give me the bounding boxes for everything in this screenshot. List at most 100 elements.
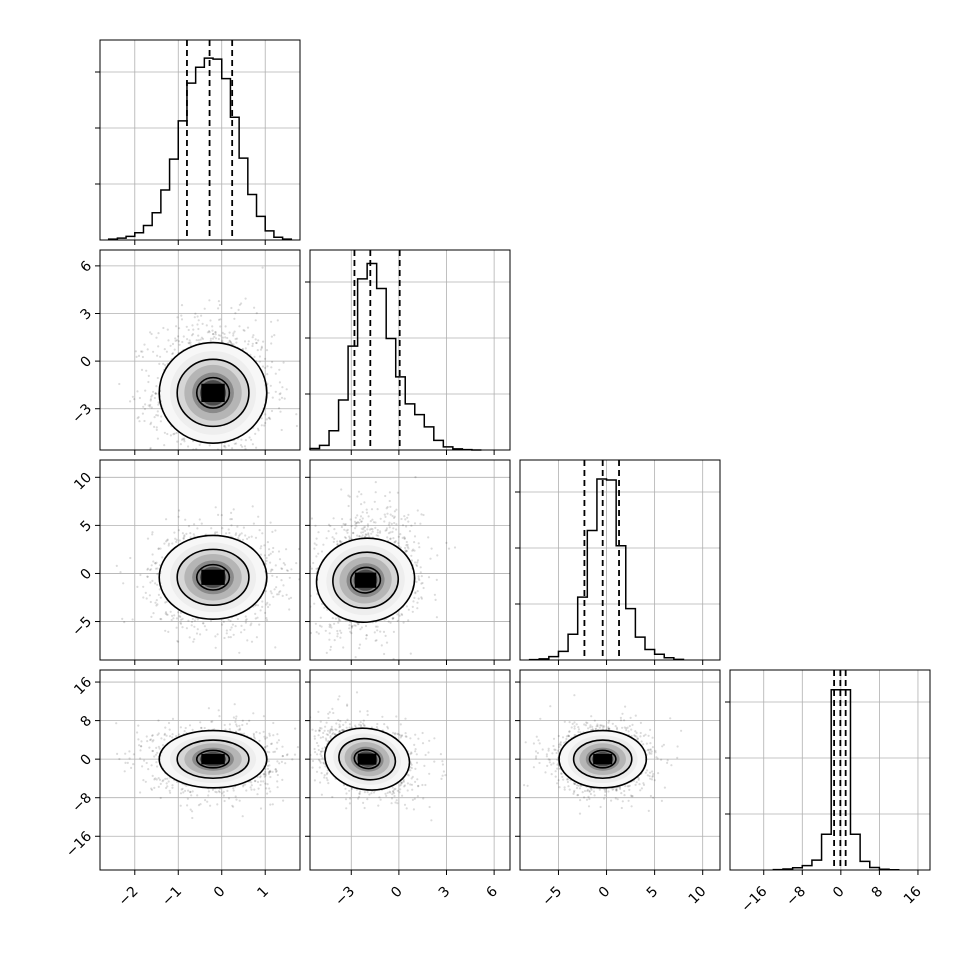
scatter-point bbox=[139, 791, 142, 794]
scatter-point bbox=[232, 332, 235, 335]
scatter-point bbox=[243, 445, 247, 448]
scatter-point bbox=[263, 772, 266, 776]
scatter-point bbox=[156, 583, 159, 586]
contour-line bbox=[158, 341, 268, 444]
scatter-point bbox=[217, 318, 221, 321]
contour-line bbox=[176, 548, 250, 607]
scatter-point bbox=[151, 749, 154, 753]
scatter-point bbox=[238, 303, 241, 306]
scatter-point bbox=[328, 623, 331, 626]
scatter-point bbox=[193, 619, 196, 622]
scatter-point bbox=[377, 534, 380, 537]
scatter-point bbox=[282, 546, 284, 548]
scatter-point bbox=[154, 567, 158, 570]
histogram-step-line bbox=[107, 57, 293, 240]
scatter-point bbox=[136, 390, 139, 393]
scatter-point bbox=[231, 623, 234, 626]
scatter-point bbox=[346, 528, 349, 532]
panel-frame bbox=[99, 459, 301, 661]
scatter-point bbox=[266, 541, 269, 544]
scatter-point bbox=[328, 632, 331, 635]
scatter-point bbox=[199, 633, 202, 636]
scatter-point bbox=[281, 386, 284, 389]
scatter-point bbox=[420, 597, 423, 600]
scatter-point bbox=[150, 615, 153, 619]
scatter-point bbox=[167, 542, 171, 545]
scatter-point bbox=[392, 537, 395, 540]
scatter-point bbox=[131, 395, 134, 398]
scatter-point bbox=[190, 794, 193, 797]
scatter-point bbox=[349, 630, 352, 633]
scatter-point bbox=[157, 401, 160, 404]
scatter-point bbox=[325, 537, 328, 540]
panel-frame bbox=[519, 459, 721, 661]
scatter-point bbox=[224, 336, 227, 339]
scatter-point bbox=[385, 641, 389, 644]
scatter-point bbox=[231, 447, 234, 450]
density-core bbox=[201, 569, 225, 585]
scatter-point bbox=[236, 525, 239, 528]
scatter-point bbox=[156, 573, 159, 576]
scatter-point bbox=[196, 527, 199, 530]
scatter-point bbox=[146, 575, 149, 578]
scatter-point bbox=[121, 617, 124, 621]
scatter-point bbox=[196, 618, 199, 621]
contour-line bbox=[315, 537, 416, 623]
scatter-point bbox=[338, 617, 341, 620]
scatter-point bbox=[224, 446, 227, 449]
scatter-point bbox=[255, 341, 258, 345]
scatter-point bbox=[91, 375, 93, 377]
scatter-point bbox=[144, 591, 147, 595]
scatter-point bbox=[151, 533, 154, 536]
scatter-point bbox=[413, 535, 417, 538]
scatter-point bbox=[256, 604, 260, 607]
scatter-point bbox=[356, 495, 359, 498]
scatter-point bbox=[262, 780, 265, 783]
scatter-point bbox=[389, 537, 392, 541]
scatter-point bbox=[240, 532, 243, 535]
scatter-point bbox=[407, 619, 410, 622]
scatter-point bbox=[279, 590, 282, 593]
scatter-point bbox=[229, 628, 232, 631]
scatter-point bbox=[370, 508, 374, 511]
scatter-point bbox=[158, 747, 161, 750]
scatter-point bbox=[383, 513, 386, 516]
scatter-point bbox=[165, 518, 168, 521]
scatter-point bbox=[388, 499, 391, 503]
scatter-point bbox=[295, 562, 298, 565]
scatter-point bbox=[198, 443, 201, 446]
panel-frame bbox=[99, 39, 301, 241]
scatter-point bbox=[154, 392, 157, 395]
scatter-point bbox=[417, 597, 420, 600]
scatter-point bbox=[232, 633, 235, 636]
scatter-point bbox=[337, 619, 341, 622]
scatter-point bbox=[295, 424, 298, 428]
scatter-point bbox=[433, 593, 436, 596]
scatter-point bbox=[330, 626, 333, 629]
scatter-point bbox=[313, 542, 316, 545]
scatter-point bbox=[379, 530, 382, 533]
scatter-point bbox=[156, 414, 160, 417]
scatter-point bbox=[164, 777, 167, 781]
scatter-point bbox=[391, 617, 394, 621]
scatter-point bbox=[233, 330, 236, 333]
scatter-point bbox=[217, 513, 220, 517]
scatter-point bbox=[169, 791, 172, 794]
scatter-point bbox=[204, 452, 206, 454]
scatter-point bbox=[145, 597, 148, 600]
scatter-point bbox=[310, 631, 313, 635]
scatter-point bbox=[405, 549, 408, 553]
scatter-point bbox=[285, 593, 288, 597]
scatter-panel-p3_vs_p0 bbox=[99, 669, 301, 871]
scatter-point bbox=[157, 403, 160, 406]
scatter-point bbox=[220, 514, 223, 517]
scatter-point bbox=[251, 336, 254, 339]
scatter-point bbox=[342, 646, 345, 649]
scatter-point bbox=[167, 544, 170, 547]
scatter-point bbox=[266, 792, 269, 795]
scatter-point bbox=[193, 523, 196, 526]
scatter-point bbox=[244, 534, 247, 537]
scatter-point bbox=[307, 579, 309, 581]
scatter-point bbox=[269, 570, 272, 573]
scatter-point bbox=[196, 315, 199, 318]
